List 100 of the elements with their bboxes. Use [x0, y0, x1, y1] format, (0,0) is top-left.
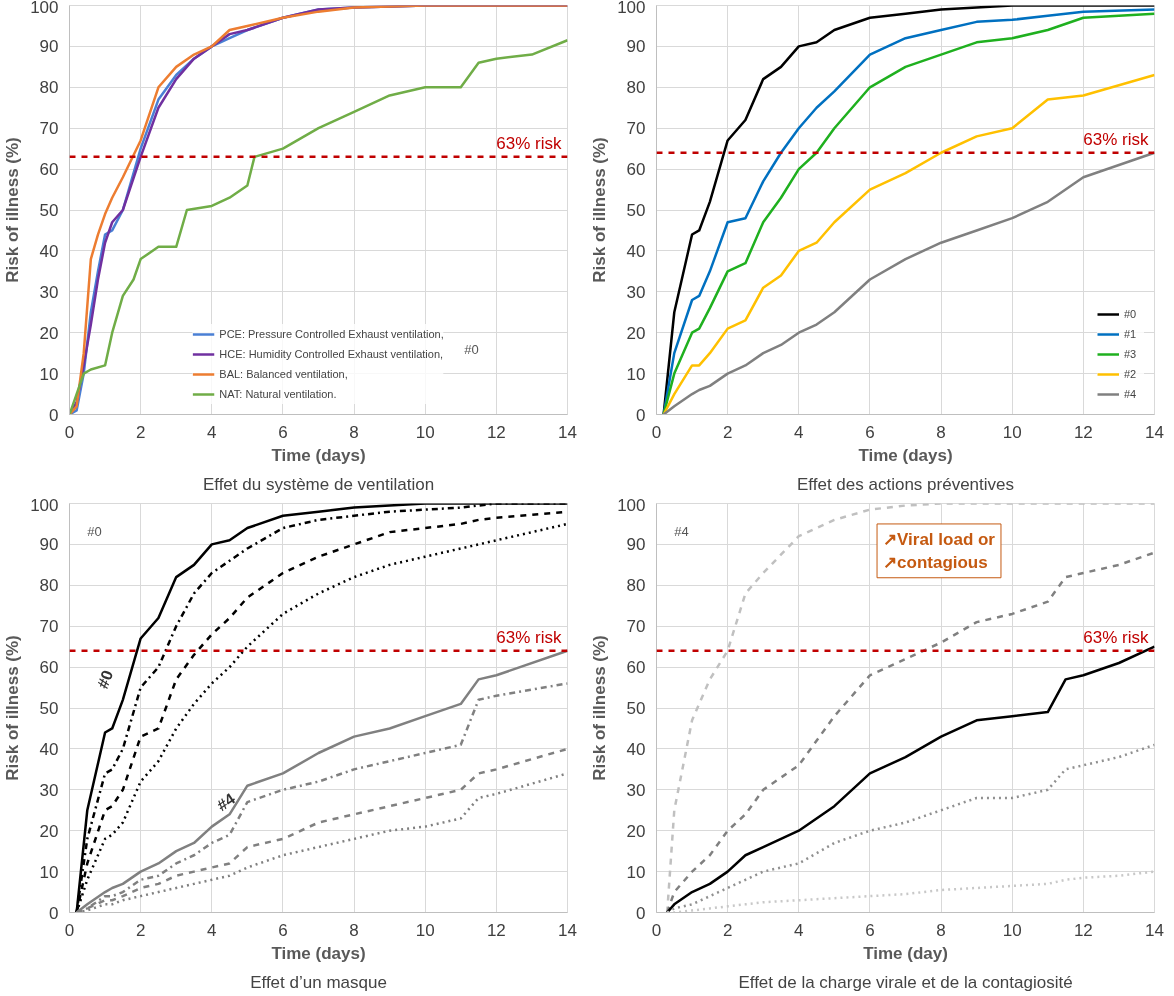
y-tick-label: 50	[626, 201, 646, 220]
y-tick-label: 50	[626, 699, 646, 718]
legend-label: #2	[1124, 368, 1138, 380]
y-tick-label: 30	[39, 282, 59, 302]
x-tick-label: 12	[1073, 920, 1093, 940]
x-tick-label: 10	[1002, 920, 1022, 940]
x-tick-label: 6	[278, 422, 288, 442]
annotation: #4	[213, 789, 239, 815]
x-tick-label: 14	[1145, 920, 1164, 940]
y-tick-label: 0	[49, 405, 59, 425]
y-axis-title: Risk of illness (%)	[590, 137, 610, 283]
y-tick-label: 20	[626, 323, 646, 343]
y-tick-label: 30	[626, 282, 646, 302]
ref-line-label: 63% risk	[496, 133, 562, 153]
y-tick-label: 0	[636, 903, 646, 923]
y-tick-label: 100	[30, 495, 59, 515]
y-tick-label: 70	[39, 617, 59, 637]
ref-line-label: 63% risk	[1083, 627, 1149, 647]
x-tick-label: 8	[936, 422, 946, 442]
x-tick-label: 14	[558, 920, 577, 940]
x-tick-label: 4	[207, 422, 217, 442]
legend-label: #1	[1124, 328, 1138, 340]
y-tick-label: 30	[39, 780, 59, 800]
annotation: ↗Viral load or ↗contagious	[883, 529, 996, 572]
annotation: #0	[464, 341, 479, 357]
x-tick-label: 10	[415, 920, 435, 940]
y-tick-label: 60	[626, 160, 646, 180]
y-tick-label: 100	[617, 495, 646, 515]
x-axis-title: Time (days)	[858, 445, 953, 465]
x-axis-title: Time (days)	[271, 445, 366, 465]
y-tick-label: 10	[626, 862, 646, 882]
y-tick-label: 40	[39, 739, 59, 759]
text: Effet du système de ventilation	[202, 474, 435, 494]
x-tick-label: 8	[349, 920, 359, 940]
y-tick-label: 70	[626, 119, 646, 139]
y-tick-label: 90	[39, 37, 59, 57]
x-tick-label: 0	[64, 422, 75, 442]
x-tick-label: 8	[349, 422, 359, 442]
y-tick-label: 80	[39, 78, 59, 98]
x-tick-label: 14	[558, 422, 577, 442]
annotation: #0	[93, 667, 117, 691]
x-tick-label: 4	[207, 920, 217, 940]
y-tick-label: 90	[626, 535, 646, 555]
x-tick-label: 12	[486, 422, 506, 442]
y-tick-label: 90	[39, 535, 59, 555]
y-tick-label: 30	[626, 780, 646, 800]
y-axis-title: Risk of illness (%)	[3, 635, 23, 781]
y-tick-label: 80	[626, 576, 646, 596]
x-tick-label: 6	[865, 422, 875, 442]
legend-label: HCE: Humidity Controlled Exhaust ventilation,	[219, 348, 444, 360]
y-tick-label: 100	[30, 0, 59, 17]
text: Effet de la charge virale et de la contagiosité	[738, 972, 1073, 992]
legend-label: #3	[1124, 348, 1138, 360]
x-tick-label: 12	[486, 920, 506, 940]
legend-label: NAT: Natural ventilation.	[219, 388, 337, 400]
y-tick-label: 10	[626, 364, 646, 384]
y-tick-label: 20	[626, 821, 646, 841]
x-tick-label: 2	[135, 422, 146, 442]
y-tick-label: 90	[626, 37, 646, 57]
x-tick-label: 0	[64, 920, 75, 940]
y-tick-label: 20	[39, 323, 59, 343]
y-tick-label: 50	[39, 201, 59, 220]
y-tick-label: 0	[49, 903, 59, 923]
y-axis-title: Risk of illness (%)	[590, 635, 610, 781]
x-tick-label: 10	[1002, 422, 1022, 442]
y-tick-label: 40	[39, 241, 59, 261]
y-tick-label: 80	[626, 78, 646, 98]
y-tick-label: 0	[636, 405, 646, 425]
ref-line-label: 63% risk	[496, 627, 562, 647]
legend-label: PCE: Pressure Controlled Exhaust ventilation,	[219, 328, 444, 340]
x-tick-label: 14	[1145, 422, 1164, 442]
y-tick-label: 10	[39, 862, 59, 882]
x-axis-title: Time (days)	[271, 943, 366, 963]
y-tick-label: 60	[39, 160, 59, 180]
y-tick-label: 50	[39, 699, 59, 718]
x-axis-title: Time (day)	[863, 943, 948, 963]
x-tick-label: 2	[135, 920, 146, 940]
x-tick-label: 4	[794, 422, 804, 442]
x-tick-label: 6	[865, 920, 875, 940]
text: Effet des actions préventives	[796, 474, 1015, 494]
x-tick-label: 0	[651, 422, 662, 442]
x-tick-label: 6	[278, 920, 288, 940]
legend-label: #0	[1124, 308, 1138, 320]
ref-line-label: 63% risk	[1083, 129, 1149, 149]
y-tick-label: 100	[617, 0, 646, 17]
y-tick-label: 60	[626, 658, 646, 678]
y-tick-label: 80	[39, 576, 59, 596]
text: Effet d’un masque	[250, 972, 387, 992]
x-tick-label: 4	[794, 920, 804, 940]
y-tick-label: 40	[626, 739, 646, 759]
annotation: #4	[674, 523, 689, 539]
y-tick-label: 20	[39, 821, 59, 841]
y-tick-label: 10	[39, 364, 59, 384]
x-tick-label: 2	[722, 422, 733, 442]
x-tick-label: 10	[415, 422, 435, 442]
annotation: #0	[87, 523, 102, 539]
y-tick-label: 70	[626, 617, 646, 637]
y-axis-title: Risk of illness (%)	[3, 137, 23, 283]
y-tick-label: 60	[39, 658, 59, 678]
legend-label: BAL: Balanced ventilation,	[219, 368, 348, 380]
